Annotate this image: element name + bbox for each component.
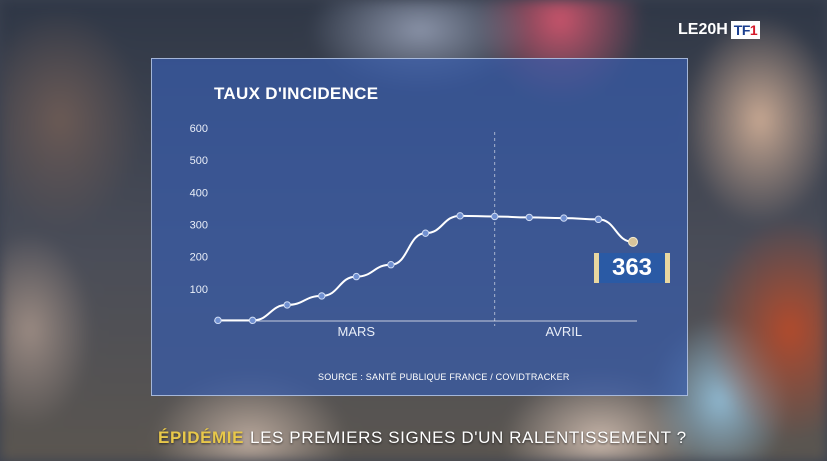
y-tick-label: 400 bbox=[190, 187, 208, 199]
x-month-label: MARS bbox=[338, 324, 376, 339]
tf1-20h-logo: LE20H TF1 bbox=[678, 20, 761, 40]
data-point bbox=[387, 261, 395, 269]
data-point bbox=[490, 212, 499, 221]
chart-panel bbox=[151, 58, 688, 396]
y-tick-label: 600 bbox=[190, 123, 208, 135]
y-tick-label: 500 bbox=[190, 155, 208, 167]
headline-keyword: ÉPIDÉMIE bbox=[158, 428, 245, 447]
data-point bbox=[248, 316, 257, 325]
data-point bbox=[283, 301, 291, 309]
data-point bbox=[421, 229, 430, 237]
data-point bbox=[214, 316, 222, 325]
headline-text: LES PREMIERS SIGNES D'UN RALENTISSEMENT … bbox=[250, 428, 687, 447]
chart-title: TAUX D'INCIDENCE bbox=[214, 84, 379, 103]
source-caption: SOURCE : SANTÉ PUBLIQUE FRANCE / COVIDTR… bbox=[318, 372, 570, 382]
logo-channel: TF1 bbox=[730, 21, 761, 39]
data-point bbox=[525, 213, 533, 222]
latest-value-badge: 363 bbox=[594, 253, 670, 283]
y-tick-label: 100 bbox=[190, 284, 208, 296]
data-point bbox=[318, 292, 326, 300]
y-tick-label: 200 bbox=[190, 252, 208, 264]
data-point bbox=[352, 272, 361, 281]
data-point bbox=[456, 212, 464, 220]
data-point bbox=[628, 236, 638, 247]
data-point bbox=[560, 214, 568, 222]
data-point bbox=[594, 215, 603, 224]
logo-program: LE20H bbox=[678, 21, 728, 38]
logo-channel-number: 1 bbox=[749, 22, 758, 38]
y-tick-label: 300 bbox=[190, 220, 208, 232]
headline-banner: ÉPIDÉMIE LES PREMIERS SIGNES D'UN RALENTI… bbox=[158, 428, 687, 448]
logo-channel-letters: TF bbox=[733, 22, 751, 38]
x-month-label: AVRIL bbox=[546, 324, 583, 339]
